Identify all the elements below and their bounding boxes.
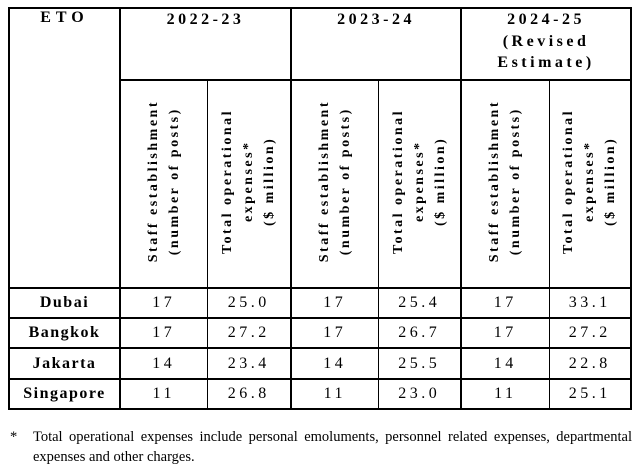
- data-cell: 33.1: [548, 286, 632, 320]
- footnote-marker: *: [10, 429, 18, 445]
- data-cell: 27.2: [548, 317, 632, 350]
- table-row-singapore: Singapore 11 26.8 11 23.0 11 25.1: [8, 377, 632, 411]
- data-cell: 25.0: [206, 286, 292, 320]
- data-cell: 26.8: [206, 377, 292, 411]
- rotated-header-text: Total operational expenses* ($ million): [561, 108, 619, 254]
- corner-header-eto: ETO: [8, 7, 121, 289]
- row-label: Singapore: [8, 377, 121, 411]
- data-cell: 17: [460, 286, 550, 320]
- data-cell: 25.4: [377, 286, 462, 320]
- data-cell: 22.8: [548, 347, 632, 380]
- table-row-bangkok: Bangkok 17 27.2 17 26.7 17 27.2: [8, 317, 632, 350]
- row-label: Dubai: [8, 286, 121, 320]
- rotated-header-text: Staff establishment (number of posts): [487, 100, 524, 263]
- year-header-2024-25-revised-estimate: 2024-25 (Revised Estimate): [460, 7, 632, 81]
- year-header-row: ETO 2022-23 2023-24 2024-25 (Revised Est…: [8, 7, 632, 289]
- table-row-jakarta: Jakarta 14 23.4 14 25.5 14 22.8: [8, 347, 632, 380]
- rotated-header-text: Staff establishment (number of posts): [316, 100, 353, 263]
- data-cell: 17: [460, 317, 550, 350]
- data-cell: 23.4: [206, 347, 292, 380]
- operational-expenses-header-2023-24: Total operational expenses* ($ million): [377, 78, 462, 289]
- year-header-2023-24: 2023-24: [290, 7, 462, 81]
- staff-establishment-header-2023-24: Staff establishment (number of posts): [290, 78, 379, 289]
- operational-expenses-header-2022-23: Total operational expenses* ($ million): [206, 78, 292, 289]
- data-cell: 11: [460, 377, 550, 411]
- data-cell: 23.0: [377, 377, 462, 411]
- eto-expenses-table: ETO 2022-23 2023-24 2024-25 (Revised Est…: [8, 7, 633, 411]
- rotated-subheader-row: Staff establishment (number of posts) To…: [9, 78, 632, 289]
- data-cell: 14: [290, 347, 379, 380]
- staff-establishment-header-2022-23: Staff establishment (number of posts): [119, 78, 208, 289]
- footnote-text: Total operational expenses include perso…: [33, 429, 632, 466]
- data-cell: 14: [460, 347, 550, 380]
- data-cell: 17: [290, 317, 379, 350]
- rotated-header-text: Total operational expenses* ($ million): [220, 108, 278, 254]
- data-cell: 11: [119, 377, 208, 411]
- data-cell: 17: [119, 286, 208, 320]
- data-cell: 17: [119, 317, 208, 350]
- rotated-header-text: Total operational expenses* ($ million): [390, 108, 448, 254]
- data-cell: 17: [290, 286, 379, 320]
- data-cell: 14: [119, 347, 208, 380]
- data-cell: 11: [290, 377, 379, 411]
- data-cell: 25.5: [377, 347, 462, 380]
- staff-establishment-header-2024-25: Staff establishment (number of posts): [460, 78, 550, 289]
- operational-expenses-header-2024-25: Total operational expenses* ($ million): [548, 78, 632, 289]
- table-row-dubai: Dubai 17 25.0 17 25.4 17 33.1: [8, 286, 632, 320]
- footnote: * Total operational expenses include per…: [10, 427, 632, 468]
- year-header-2022-23: 2022-23: [118, 7, 292, 81]
- data-cell: 26.7: [377, 317, 462, 350]
- rotated-header-text: Staff establishment (number of posts): [145, 100, 182, 263]
- data-cell: 27.2: [206, 317, 292, 350]
- row-label: Jakarta: [8, 347, 121, 380]
- data-cell: 25.1: [548, 377, 632, 411]
- row-label: Bangkok: [8, 317, 121, 350]
